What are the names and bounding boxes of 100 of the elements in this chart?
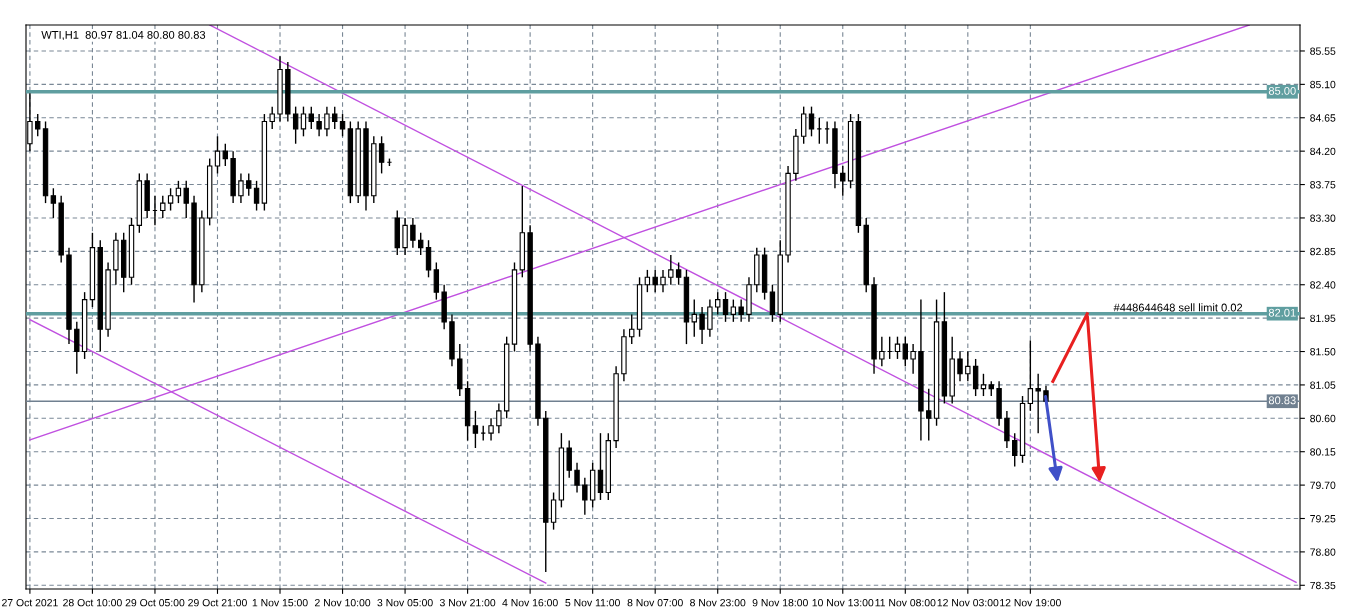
candlestick — [902, 335, 908, 368]
candlestick — [675, 261, 682, 286]
candlestick — [738, 298, 744, 323]
x-tick-label: 29 Oct 05:00 — [125, 599, 185, 607]
candlestick — [35, 113, 41, 138]
candlestick — [496, 402, 502, 434]
x-tick-label: 8 Nov 23:00 — [690, 599, 746, 607]
y-tick-label: 78.80 — [1310, 548, 1336, 556]
x-tick-label: 29 Oct 21:00 — [188, 599, 247, 607]
candlestick — [214, 135, 221, 175]
x-tick-label: 1 Nov 15:00 — [252, 599, 308, 607]
candlestick — [410, 217, 416, 249]
x-tick-label: 10 Nov 13:00 — [812, 599, 874, 607]
y-tick-label: 81.50 — [1310, 348, 1336, 356]
y-tick-label: 82.40 — [1310, 281, 1336, 289]
candlestick — [808, 105, 815, 138]
y-tick-label: 80.15 — [1310, 448, 1336, 456]
y-tick-label: 79.25 — [1310, 515, 1336, 523]
candlestick — [253, 180, 260, 212]
candlestick — [378, 135, 385, 175]
candlestick — [730, 298, 737, 323]
y-tick-label: 83.75 — [1310, 181, 1336, 189]
candlestick — [50, 187, 57, 219]
candlestick — [324, 105, 330, 138]
candlestick — [910, 343, 916, 375]
candlestick — [691, 298, 697, 338]
candlestick — [566, 439, 572, 479]
y-tick-label: 82.85 — [1310, 247, 1336, 256]
candlestick — [160, 194, 166, 219]
candlestick — [660, 269, 666, 293]
candlestick — [980, 373, 987, 397]
x-tick-label: 12 Nov 19:00 — [1000, 599, 1061, 607]
candlestick — [316, 113, 322, 138]
candlestick — [800, 105, 807, 145]
candlestick — [1004, 410, 1010, 449]
x-tick-label: 3 Nov 05:00 — [377, 599, 433, 607]
ref-line-label: 85.00 — [1268, 86, 1296, 95]
y-tick-label: 81.05 — [1310, 381, 1336, 389]
x-tick-label: 27 Oct 2021 — [2, 599, 58, 607]
y-tick-label: 80.60 — [1310, 414, 1336, 423]
candlestick — [769, 284, 776, 323]
x-tick-label: 9 Nov 18:00 — [752, 599, 808, 607]
y-tick-label: 79.70 — [1310, 481, 1336, 489]
candlestick — [425, 239, 432, 279]
x-tick-label: 28 Oct 10:00 — [63, 599, 122, 607]
candlestick — [715, 291, 721, 316]
y-tick-label: 81.95 — [1310, 314, 1336, 323]
candlestick — [699, 306, 705, 345]
candlestick — [879, 335, 885, 368]
candlestick — [332, 105, 338, 130]
candlestick — [433, 261, 440, 301]
ref-line-label: 82.01 — [1268, 308, 1296, 317]
candlestick — [74, 321, 80, 375]
candlestick — [238, 172, 244, 204]
candlestick — [707, 298, 713, 338]
y-tick-label: 78.35 — [1310, 581, 1336, 590]
candlestick — [965, 350, 971, 382]
candlestick — [183, 180, 189, 219]
candlestick — [308, 105, 314, 130]
candlestick — [668, 254, 674, 286]
candlestick — [1035, 373, 1041, 434]
candlestick — [629, 313, 635, 345]
y-tick-label: 85.55 — [1310, 47, 1336, 55]
candlestick — [1027, 339, 1034, 412]
candlestick — [550, 491, 557, 531]
candlestick — [722, 291, 729, 323]
candlestick — [472, 410, 479, 449]
candlestick — [1012, 432, 1018, 468]
y-tick-label: 84.65 — [1310, 114, 1336, 122]
candlestick — [418, 232, 424, 256]
x-tick-label: 4 Nov 16:00 — [502, 599, 558, 607]
y-tick-label: 84.20 — [1310, 147, 1336, 156]
candlestick — [840, 165, 846, 197]
candlestick — [652, 269, 658, 293]
candlestick — [300, 105, 307, 138]
y-tick-label: 85.10 — [1310, 80, 1336, 89]
candlestick — [972, 358, 979, 397]
candlestick — [246, 172, 252, 197]
candlestick — [339, 113, 346, 138]
candlestick — [574, 462, 580, 494]
y-tick-label: 83.30 — [1310, 214, 1336, 222]
x-tick-label: 2 Nov 10:00 — [314, 599, 371, 607]
candlestick — [292, 105, 299, 145]
candlestick — [894, 335, 901, 360]
candlestick — [402, 217, 408, 256]
candlestick — [582, 476, 588, 516]
candlestick — [926, 387, 932, 442]
x-tick-label: 12 Nov 03:00 — [937, 599, 999, 607]
chart-title: WTI,H1 80.97 81.04 80.80 80.83 — [41, 30, 206, 41]
candlestick — [957, 350, 963, 382]
candlestick — [597, 432, 604, 501]
x-tick-label: 11 Nov 08:00 — [875, 599, 936, 607]
x-tick-label: 3 Nov 21:00 — [439, 599, 496, 607]
ref-line-label: 80.83 — [1268, 396, 1296, 405]
x-tick-label: 8 Nov 07:00 — [627, 599, 683, 607]
candlestick — [488, 417, 494, 442]
annotation: #448644648 sell limit 0.02 — [1113, 303, 1243, 312]
candlestick — [167, 187, 174, 212]
x-tick-label: 5 Nov 11:00 — [565, 599, 620, 607]
candlestick — [269, 105, 275, 130]
